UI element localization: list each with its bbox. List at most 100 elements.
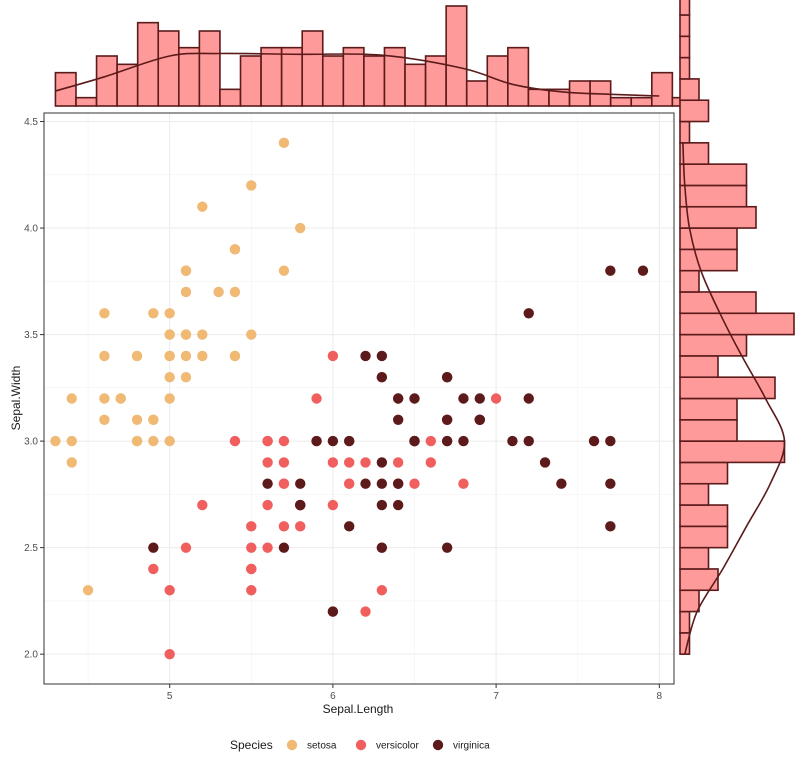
data-point-virginica [605, 478, 616, 489]
data-point-versicolor [458, 478, 469, 489]
data-point-virginica [392, 393, 404, 404]
right-histogram-bar [679, 355, 719, 378]
data-point-versicolor [197, 499, 208, 511]
data-point-versicolor [344, 457, 355, 468]
data-point-setosa [164, 371, 175, 383]
right-histogram-bar [679, 205, 757, 229]
data-point-virginica [441, 542, 453, 553]
data-point-setosa [131, 350, 143, 362]
data-point-versicolor [246, 521, 257, 532]
top-histogram-bar [198, 30, 221, 107]
data-point-setosa [164, 393, 175, 404]
series-virginica [148, 265, 649, 617]
right-histogram-bar [679, 56, 691, 80]
right-histogram-bar [679, 504, 729, 528]
data-point-versicolor [148, 563, 159, 575]
data-point-versicolor [327, 350, 339, 362]
data-point-setosa [66, 393, 77, 404]
y-tick-label: 2.5 [24, 543, 38, 554]
data-point-setosa [164, 308, 175, 319]
right-histogram-bar [679, 461, 729, 485]
plot-background [44, 113, 674, 684]
data-point-setosa [115, 393, 126, 404]
data-point-virginica [278, 542, 290, 553]
right-density-curve [682, 142, 786, 655]
x-tick-label: 7 [493, 691, 499, 702]
data-point-versicolor [392, 457, 404, 468]
data-point-setosa [180, 350, 192, 362]
data-point-setosa [229, 244, 241, 255]
data-point-virginica [392, 414, 404, 426]
right-histogram-bar [679, 99, 710, 123]
plot-border [43, 112, 675, 685]
data-point-versicolor [246, 585, 257, 596]
data-point-setosa [164, 435, 175, 447]
data-point-versicolor [262, 542, 273, 553]
right-marginal-histogram [679, 0, 795, 655]
data-point-versicolor [360, 606, 371, 617]
x-tick-label: 5 [167, 691, 173, 702]
data-point-setosa [180, 265, 192, 276]
top-histogram-bar [301, 30, 324, 107]
top-histogram-bar [95, 55, 118, 107]
data-point-versicolor [327, 499, 339, 511]
y-tick-label: 3.0 [24, 437, 38, 448]
top-histogram-bar [54, 71, 77, 107]
data-point-setosa [164, 350, 175, 362]
data-point-versicolor [490, 393, 502, 404]
data-point-setosa [66, 457, 77, 468]
data-point-versicolor [262, 499, 273, 511]
data-point-setosa [99, 414, 110, 426]
data-point-virginica [295, 499, 306, 511]
right-histogram-bar [679, 35, 691, 59]
right-histogram-bar [679, 397, 738, 421]
data-point-setosa [131, 414, 143, 426]
right-histogram-bar [679, 546, 710, 570]
top-histogram-bar [239, 55, 262, 107]
top-histogram-bar [527, 88, 550, 107]
data-point-setosa [197, 329, 208, 340]
top-histogram-bar [280, 46, 304, 107]
data-point-versicolor [278, 521, 290, 532]
data-point-virginica [327, 435, 339, 447]
data-point-virginica [523, 435, 534, 447]
data-point-setosa [50, 435, 61, 447]
top-histogram-bar [321, 55, 345, 107]
right-histogram-bar [679, 482, 710, 506]
data-point-virginica [605, 265, 616, 276]
data-point-versicolor [425, 457, 437, 468]
data-point-setosa [180, 286, 192, 298]
data-point-virginica [409, 435, 420, 447]
legend-label-versicolor: versicolor [376, 741, 419, 752]
data-point-virginica [441, 371, 453, 383]
data-point-versicolor [246, 563, 257, 575]
data-point-versicolor [278, 435, 290, 447]
data-point-virginica [344, 435, 355, 447]
data-point-virginica [507, 435, 518, 447]
top-histogram-bar [363, 55, 386, 107]
data-point-virginica [262, 478, 273, 489]
data-point-virginica [392, 499, 404, 511]
data-point-virginica [327, 606, 339, 617]
top-histogram-bar [342, 46, 365, 107]
data-point-versicolor [360, 457, 371, 468]
top-histogram-bar [178, 46, 201, 107]
data-point-versicolor [180, 542, 192, 553]
data-point-setosa [99, 393, 110, 404]
data-point-virginica [360, 350, 371, 362]
data-point-virginica [376, 542, 388, 553]
data-point-setosa [180, 329, 192, 340]
data-point-setosa [197, 350, 208, 362]
top-histogram-bar [260, 46, 283, 107]
data-point-virginica [458, 435, 469, 447]
data-point-setosa [131, 435, 143, 447]
right-histogram-bar [679, 291, 757, 315]
top-histogram-bar [404, 63, 427, 107]
data-point-virginica [311, 435, 322, 447]
data-point-versicolor [262, 457, 273, 468]
data-point-virginica [588, 435, 600, 447]
top-histogram-bar [75, 96, 98, 107]
data-point-virginica [539, 457, 551, 468]
data-point-setosa [229, 286, 241, 298]
right-histogram-bar [679, 78, 700, 102]
